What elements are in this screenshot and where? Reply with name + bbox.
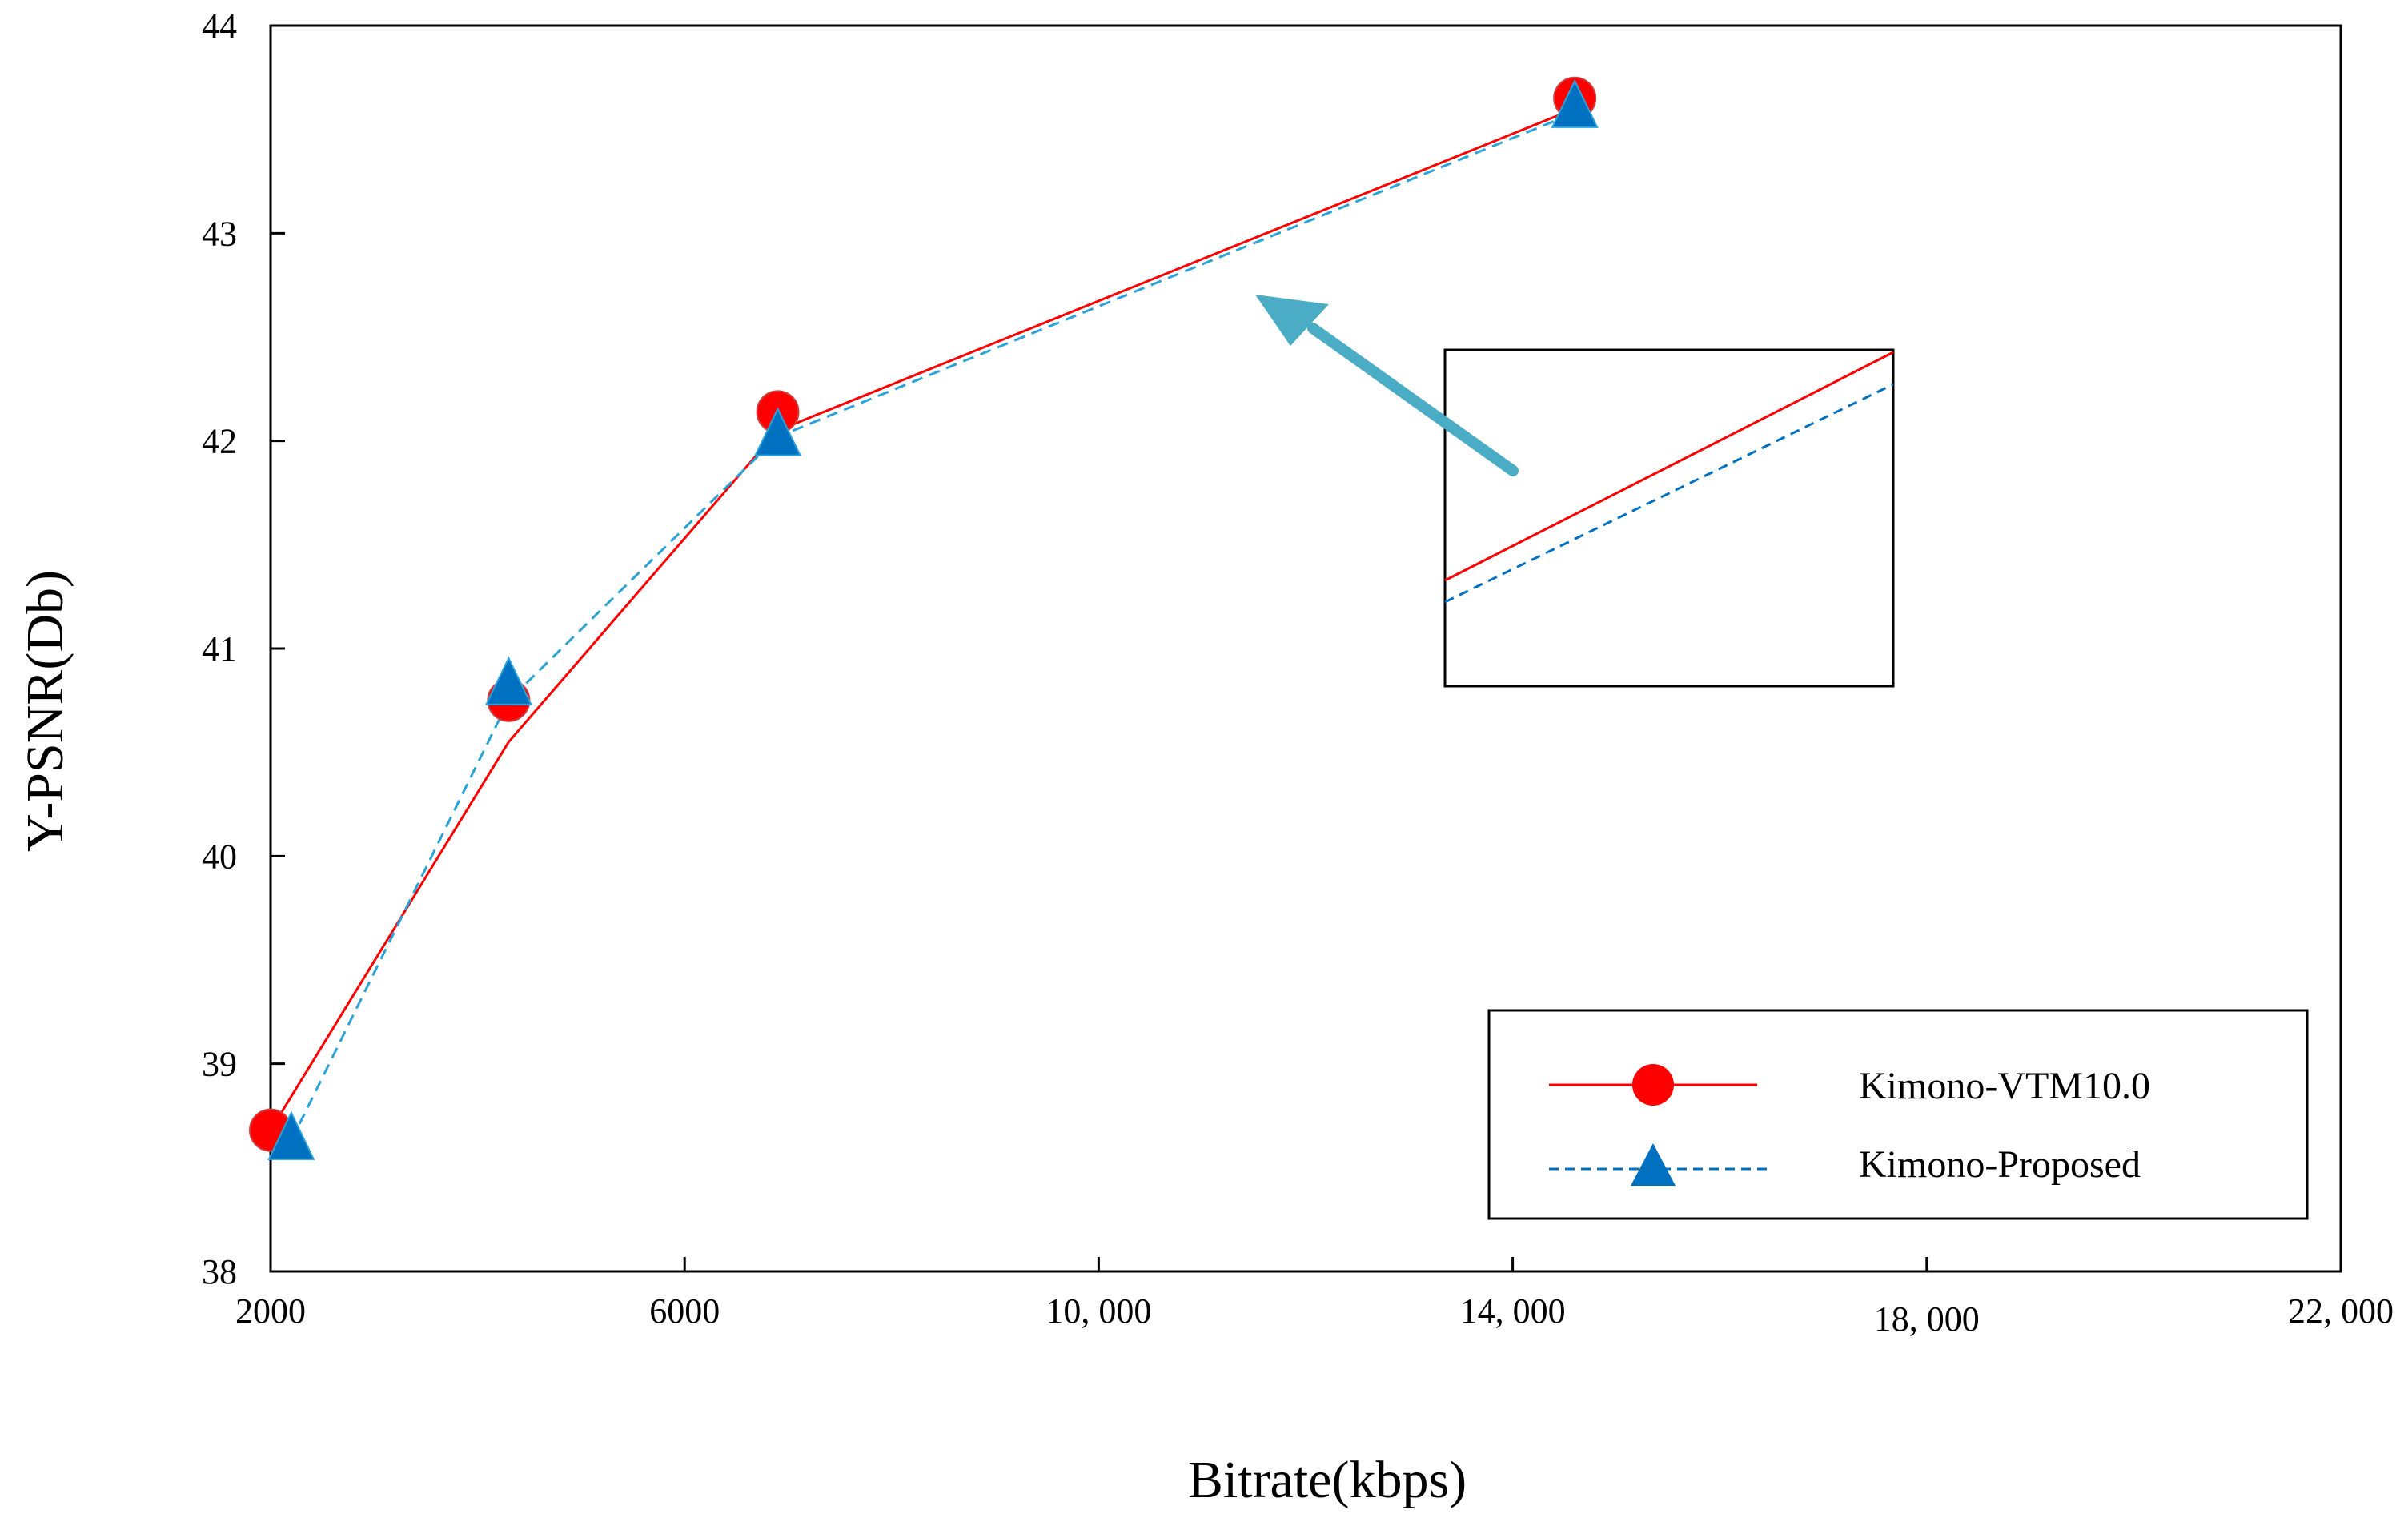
legend-label-vtm: Kimono-VTM10.0 (1859, 1065, 2150, 1107)
x-tick-label: 22, 000 (2288, 1291, 2394, 1331)
y-tick-label: 38 (202, 1252, 237, 1291)
zoom-arrow (1255, 295, 1519, 476)
y-axis-ticks: 38 39 40 41 42 43 44 (202, 6, 285, 1291)
y-tick-label: 44 (202, 6, 237, 46)
series-1-point-3 (1551, 78, 1599, 128)
legend: Kimono-VTM10.0 Kimono-Proposed (1487, 1009, 2309, 1220)
zoom-inset-red-line (1444, 351, 1894, 582)
legend-marker-vtm (1632, 1064, 1674, 1106)
series-1-point-0 (267, 1110, 315, 1160)
legend-label-proposed: Kimono-Proposed (1859, 1143, 2141, 1186)
x-tick-label: 6000 (649, 1291, 720, 1331)
zoom-inset-blue-line (1444, 383, 1894, 604)
x-tick-label: 10, 000 (1045, 1291, 1151, 1331)
series-line-1 (290, 111, 1575, 1142)
y-tick-label: 40 (202, 837, 237, 876)
legend-frame (1487, 1009, 2309, 1220)
y-tick-label: 39 (202, 1045, 237, 1084)
y-axis-title: Y-PSNR(Db) (16, 570, 74, 852)
x-axis-ticks: 2000 6000 10, 000 14, 000 18, 000 22, 000 (235, 1257, 2394, 1339)
y-tick-label: 42 (202, 422, 237, 461)
x-tick-label: 2000 (235, 1291, 306, 1331)
y-tick-label: 43 (202, 214, 237, 253)
zoom-inset (1443, 348, 1895, 688)
x-axis-title: Bitrate(kbps) (1188, 1451, 1467, 1509)
x-tick-label: 18, 000 (1874, 1299, 1980, 1339)
x-tick-label: 14, 000 (1460, 1291, 1566, 1331)
zoom-inset-frame (1443, 348, 1895, 688)
zoom-arrow-head (1255, 295, 1329, 346)
legend-marker-proposed (1631, 1143, 1676, 1186)
y-tick-label: 41 (202, 629, 237, 669)
series-1-point-1 (484, 656, 532, 705)
series-line-0 (269, 107, 1575, 1131)
zoom-arrow-shaft (1307, 323, 1519, 476)
series-1-point-2 (753, 407, 802, 456)
series-layer (249, 76, 1599, 1160)
